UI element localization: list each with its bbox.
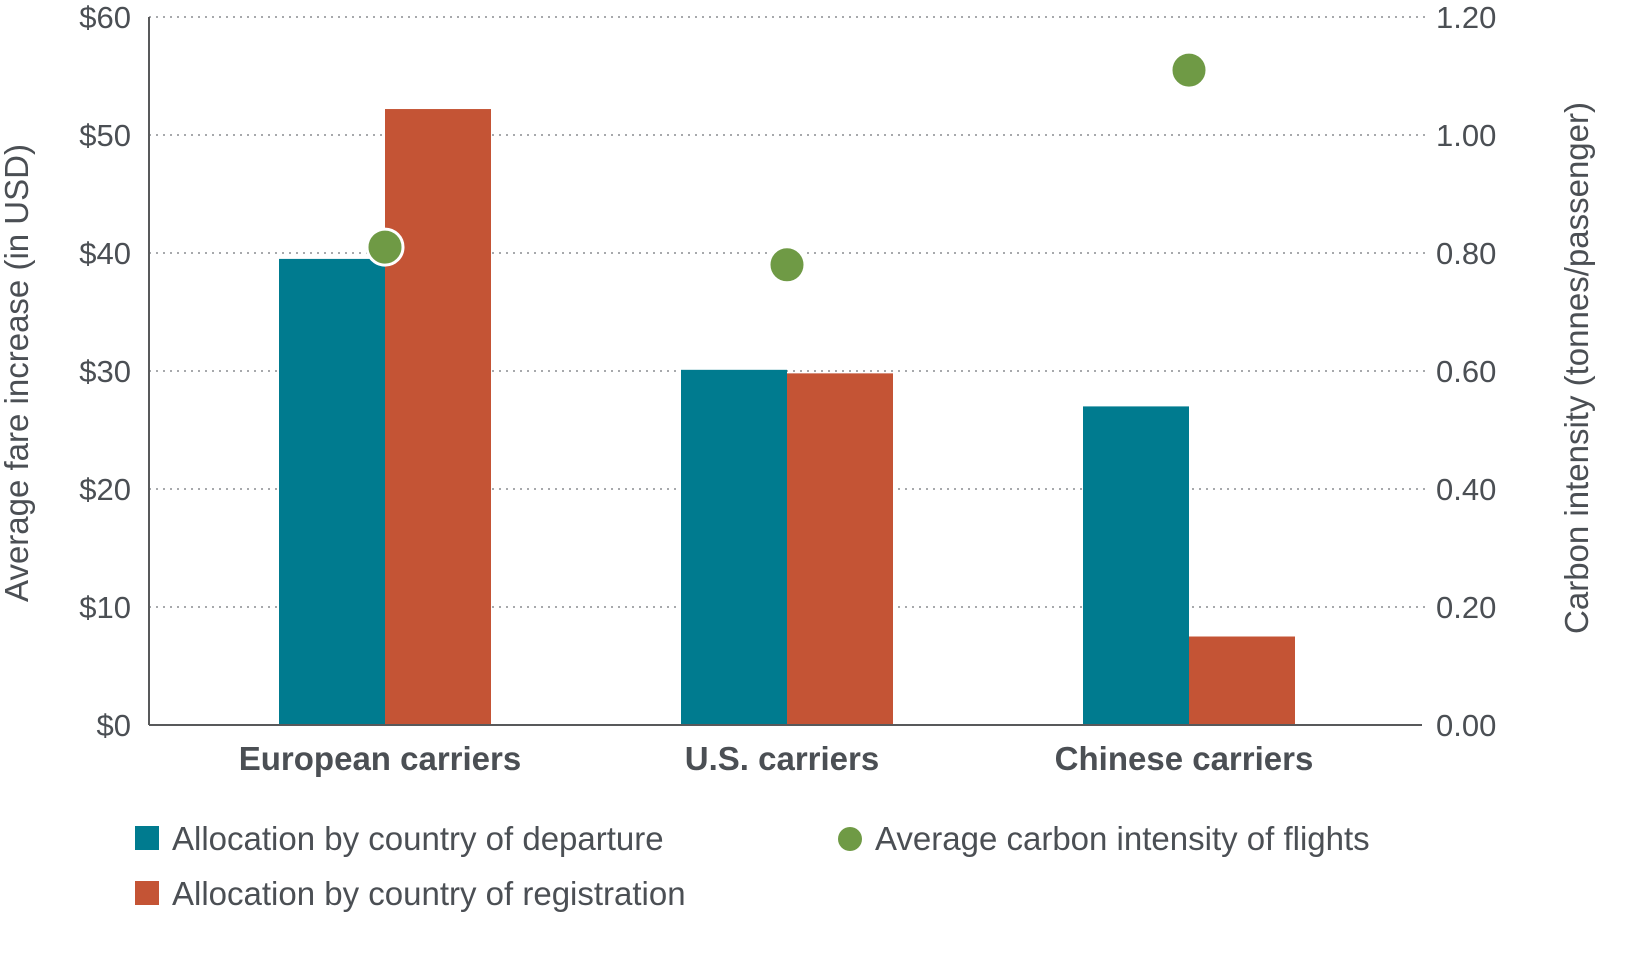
right-tick-label: 1.00: [1436, 118, 1496, 153]
carbon-intensity-point: [767, 245, 807, 285]
left-tick-label: $30: [79, 354, 131, 389]
axes: [148, 17, 1422, 726]
left-axis-title: Average fare increase (in USD): [0, 144, 35, 602]
legend-swatch: [135, 881, 159, 905]
left-tick-label: $40: [79, 236, 131, 271]
bar: [385, 109, 491, 726]
carbon-intensity-point: [1169, 50, 1209, 90]
category-label: Chinese carriers: [1055, 740, 1314, 777]
bar: [1189, 636, 1295, 725]
bar: [681, 369, 787, 725]
left-tick-label: $10: [79, 590, 131, 625]
legend-label: Allocation by country of registration: [172, 875, 686, 912]
bar: [787, 373, 893, 725]
category-label: European carriers: [239, 740, 521, 777]
bar: [1083, 406, 1189, 725]
right-tick-label: 0.80: [1436, 236, 1496, 271]
left-tick-label: $20: [79, 472, 131, 507]
bars: [279, 109, 1295, 726]
left-tick-label: $0: [97, 708, 131, 743]
left-tick-label: $50: [79, 118, 131, 153]
right-tick-label: 0.40: [1436, 472, 1496, 507]
carbon-intensity-point: [365, 227, 405, 267]
right-tick-label: 0.60: [1436, 354, 1496, 389]
right-axis-title: Carbon intensity (tonnes/passenger): [1558, 102, 1595, 634]
legend-label: Allocation by country of departure: [172, 820, 664, 857]
legend: Allocation by country of departure Alloca…: [135, 820, 1370, 912]
right-tick-label: 1.20: [1436, 0, 1496, 35]
right-tick-label: 0.20: [1436, 590, 1496, 625]
legend-swatch: [838, 827, 862, 851]
bar: [279, 258, 385, 725]
left-tick-label: $60: [79, 0, 131, 35]
right-tick-label: 0.00: [1436, 708, 1496, 743]
axis-labels: $0 $10 $20 $30 $40 $50 $60 0.00 0.20 0.40 0.60 0.80…: [79, 0, 1496, 777]
category-label: U.S. carriers: [685, 740, 879, 777]
carbon-points: [365, 50, 1209, 285]
legend-swatch: [135, 826, 159, 850]
legend-label: Average carbon intensity of flights: [875, 820, 1370, 857]
